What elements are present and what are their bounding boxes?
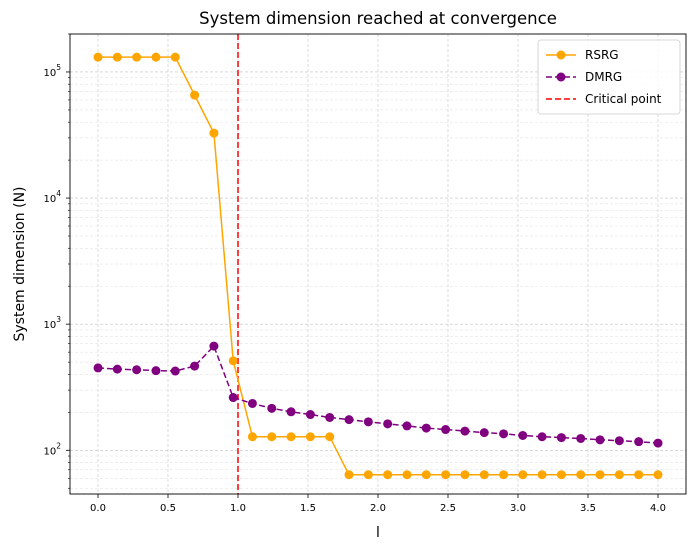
y-axis-label: System dimension (N) [12, 186, 28, 341]
legend: RSRG DMRG Critical point [537, 39, 681, 115]
x-tick-label: 3.5 [580, 503, 596, 514]
dmrg-point [383, 419, 393, 429]
rsrg-point [267, 432, 277, 442]
legend-box [537, 39, 681, 115]
dmrg-point [170, 366, 180, 376]
x-axis: 0.0 0.5 1.0 1.5 2.0 2.5 3.0 3.5 4.0 [90, 494, 666, 514]
dmrg-point [634, 437, 644, 447]
dmrg-point [614, 436, 624, 446]
legend-label-dmrg: DMRG [585, 70, 622, 84]
rsrg-point [634, 470, 644, 480]
dmrg-point [421, 423, 431, 433]
rsrg-point [247, 432, 257, 442]
rsrg-point [228, 356, 238, 366]
rsrg-point [402, 470, 412, 480]
dmrg-point [595, 435, 605, 445]
rsrg-point [132, 52, 142, 62]
dmrg-point [576, 433, 586, 443]
rsrg-point [383, 470, 393, 480]
x-axis-label: l [376, 525, 380, 541]
dmrg-point [479, 428, 489, 438]
rsrg-point [286, 432, 296, 442]
dmrg-point [402, 421, 412, 431]
dmrg-point [363, 417, 373, 427]
dmrg-point [460, 426, 470, 436]
dmrg-point [556, 433, 566, 443]
x-tick-label: 3.0 [510, 503, 526, 514]
dmrg-point [286, 407, 296, 417]
legend-marker-dmrg [556, 72, 566, 82]
dmrg-point [151, 366, 161, 376]
x-tick-label: 0.0 [90, 503, 106, 514]
dmrg-point [247, 398, 257, 408]
rsrg-point [499, 470, 509, 480]
dmrg-point [267, 403, 277, 413]
rsrg-point [170, 52, 180, 62]
rsrg-point [518, 470, 528, 480]
rsrg-point [460, 470, 470, 480]
dmrg-point [518, 430, 528, 440]
rsrg-point [93, 52, 103, 62]
chart-title: System dimension reached at convergence [199, 9, 557, 28]
rsrg-point [537, 470, 547, 480]
legend-marker-rsrg [556, 50, 566, 60]
rsrg-point [653, 470, 663, 480]
rsrg-point [209, 128, 219, 138]
rsrg-point [479, 470, 489, 480]
x-tick-label: 1.0 [230, 503, 246, 514]
rsrg-point [614, 470, 624, 480]
legend-label-rsrg: RSRG [585, 48, 619, 62]
dmrg-point [305, 410, 315, 420]
dmrg-point [190, 361, 200, 371]
rsrg-point [595, 470, 605, 480]
x-tick-label: 0.5 [160, 503, 176, 514]
rsrg-point [325, 432, 335, 442]
rsrg-point [305, 432, 315, 442]
rsrg-point [151, 52, 161, 62]
x-tick-label: 2.5 [440, 503, 456, 514]
dmrg-point [499, 429, 509, 439]
x-tick-label: 2.0 [370, 503, 386, 514]
dmrg-point [209, 341, 219, 351]
dmrg-point [228, 393, 238, 403]
rsrg-point [344, 470, 354, 480]
x-tick-label: 4.0 [650, 503, 666, 514]
legend-label-critical-point: Critical point [585, 92, 662, 106]
dmrg-point [132, 365, 142, 375]
rsrg-point [556, 470, 566, 480]
rsrg-point [363, 470, 373, 480]
rsrg-point [576, 470, 586, 480]
dmrg-point [93, 363, 103, 373]
dmrg-point [112, 364, 122, 374]
x-tick-label: 1.5 [300, 503, 316, 514]
dmrg-point [441, 425, 451, 435]
dmrg-point [653, 438, 663, 448]
dmrg-point [344, 415, 354, 425]
rsrg-point [441, 470, 451, 480]
dmrg-point [537, 432, 547, 442]
rsrg-point [112, 52, 122, 62]
series-layer [93, 52, 663, 480]
rsrg-point [421, 470, 431, 480]
dmrg-point [325, 412, 335, 422]
rsrg-point [190, 90, 200, 100]
